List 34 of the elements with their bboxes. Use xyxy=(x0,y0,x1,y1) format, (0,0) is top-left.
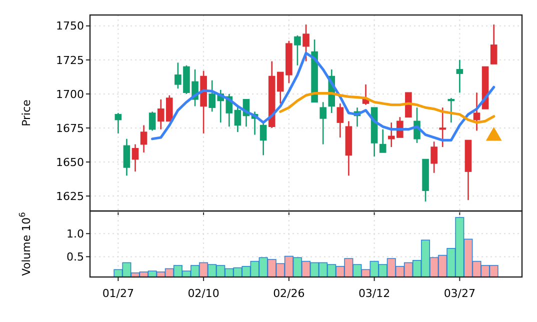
candlestick xyxy=(302,24,310,62)
x-tick-label: 02/10 xyxy=(188,287,220,300)
candlestick xyxy=(439,106,446,148)
y-tick-label: 1750 xyxy=(56,20,84,33)
x-tick-label: 02/26 xyxy=(273,287,305,300)
y-tick-label: 0.5 xyxy=(66,250,84,264)
candlestick xyxy=(114,112,122,134)
candlestick xyxy=(148,110,156,132)
x-tick-label: 01/27 xyxy=(102,287,134,300)
candlestick xyxy=(379,128,386,154)
candlestick xyxy=(294,34,301,66)
x-tick-label: 03/27 xyxy=(444,287,476,300)
candlestick xyxy=(336,102,344,138)
y-tick-label: 1675 xyxy=(56,122,84,135)
y-tick-label: 1625 xyxy=(56,190,84,203)
candlestick xyxy=(234,106,242,133)
x-tick-label: 03/12 xyxy=(358,287,390,300)
candlestick xyxy=(123,138,130,176)
candlestick xyxy=(140,124,148,154)
candlestick xyxy=(260,120,267,156)
line-series xyxy=(151,52,496,142)
y-tick-label: 1.0 xyxy=(66,227,84,240)
y-tick-label: 1650 xyxy=(56,156,84,169)
y-tick-label: 1725 xyxy=(56,54,84,67)
y-tick-label: 1700 xyxy=(56,88,84,101)
candlestick xyxy=(448,97,455,124)
candlestick xyxy=(132,144,139,172)
line-series xyxy=(279,92,496,124)
candlestick xyxy=(320,101,326,145)
y-axis-title: Price xyxy=(20,99,33,126)
candlestick xyxy=(456,59,464,94)
candlestick xyxy=(473,92,480,132)
candlestick xyxy=(490,24,498,65)
candlestick xyxy=(430,140,438,174)
